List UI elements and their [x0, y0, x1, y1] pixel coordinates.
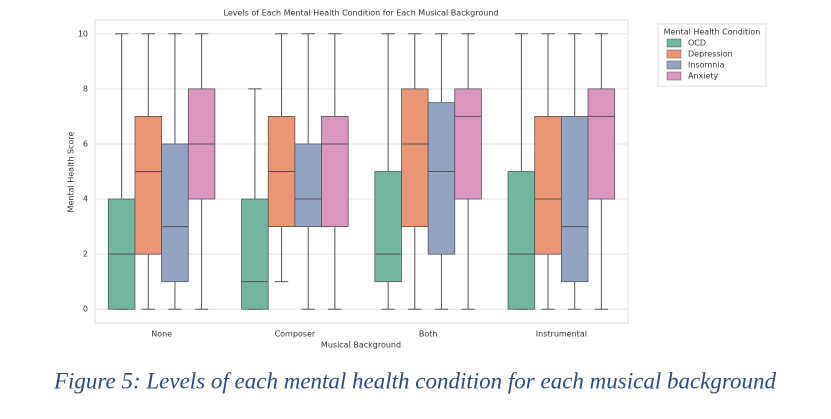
y-tick-label: 0 [83, 305, 88, 314]
y-tick-label: 4 [83, 195, 88, 204]
legend-label: OCD [688, 39, 706, 48]
legend-label: Insomnia [688, 61, 725, 70]
x-tick-label: Both [419, 330, 438, 339]
x-axis-label: Musical Background [321, 341, 401, 350]
y-tick-label: 10 [78, 29, 88, 38]
box [321, 116, 349, 227]
y-tick-label: 6 [83, 139, 88, 148]
y-axis-label: Mental Health Score [67, 131, 76, 212]
legend-swatch [666, 60, 682, 70]
box [134, 116, 163, 255]
caption: Figure 5: Levels of each mental health c… [53, 368, 777, 393]
box [454, 88, 482, 200]
box [534, 116, 562, 255]
y-tick-label: 8 [83, 84, 88, 93]
box [374, 171, 402, 283]
box [507, 171, 536, 310]
box [427, 102, 456, 255]
box [401, 88, 429, 227]
x-tick-label: None [151, 330, 172, 339]
legend-swatch [666, 49, 682, 59]
box [161, 143, 189, 283]
legend-label: Depression [688, 50, 733, 59]
box [560, 116, 589, 283]
box [241, 198, 269, 310]
box [587, 88, 616, 200]
box [294, 143, 322, 227]
x-tick-label: Composer [275, 330, 316, 339]
legend-swatch [666, 38, 682, 48]
legend-title: Mental Health Condition [664, 28, 761, 37]
chart-title: Levels of Each Mental Health Condition f… [224, 9, 499, 18]
y-tick-label: 2 [83, 250, 88, 259]
x-tick-label: Instrumental [536, 330, 587, 339]
legend-swatch [666, 71, 682, 81]
legend-label: Anxiety [688, 72, 719, 81]
